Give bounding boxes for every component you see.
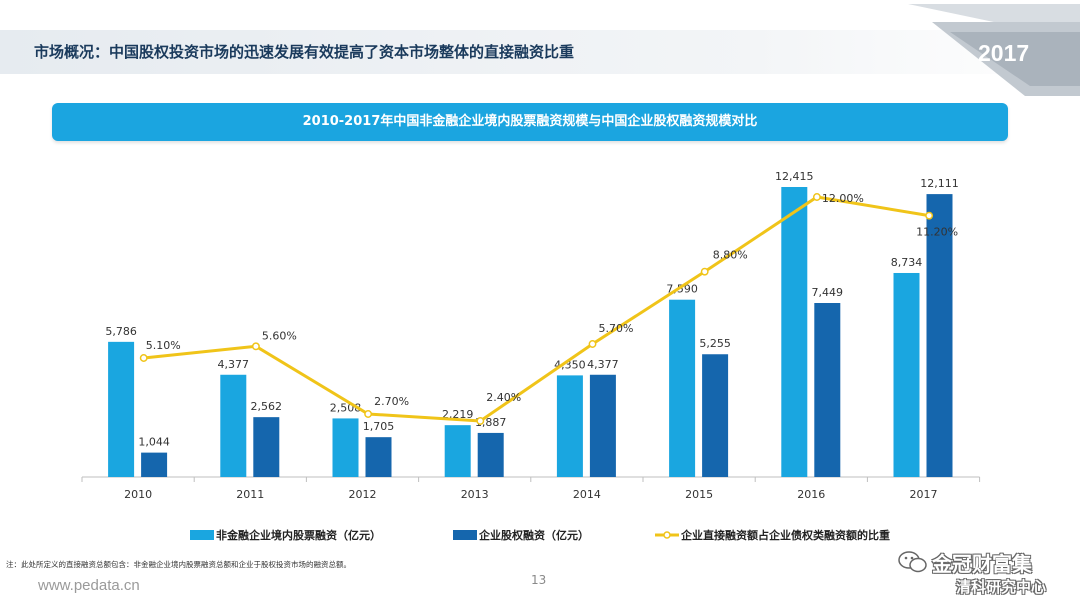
year-badge: 2017 bbox=[978, 40, 1030, 66]
bar-equity-financing bbox=[365, 437, 392, 477]
x-tick-label: 2012 bbox=[349, 488, 377, 501]
x-tick-label: 2017 bbox=[910, 488, 938, 501]
data-label-ratio: 5.60% bbox=[262, 329, 297, 342]
source-url[interactable]: www.pedata.cn bbox=[38, 577, 140, 594]
bar-equity-financing bbox=[589, 374, 616, 477]
data-label-ratio: 5.10% bbox=[146, 339, 181, 352]
bar-equity-financing bbox=[926, 194, 953, 478]
legend-label: 非金融企业境内股票融资（亿元） bbox=[216, 528, 381, 542]
data-label-ratio: 12.00% bbox=[822, 192, 864, 205]
bar-stock-financing bbox=[556, 375, 583, 477]
series-line-ratio bbox=[143, 195, 930, 423]
legend-label: 企业直接融资额占企业债权类融资额的比重 bbox=[680, 528, 890, 542]
watermark: 金冠财富集 清科研究中心 bbox=[898, 548, 1078, 604]
bar-equity-financing bbox=[477, 432, 504, 477]
bar-equity-financing bbox=[702, 354, 729, 477]
legend-label: 企业股权融资（亿元） bbox=[478, 528, 589, 542]
bar-stock-financing bbox=[669, 299, 696, 477]
data-label-stock: 4,350 bbox=[554, 358, 586, 371]
data-label-stock: 8,734 bbox=[891, 256, 923, 269]
legend-swatch bbox=[453, 530, 477, 540]
data-label-ratio: 2.70% bbox=[374, 395, 409, 408]
legend-swatch-point bbox=[663, 531, 671, 539]
line-point bbox=[588, 340, 597, 348]
data-label-equity: 4,377 bbox=[587, 358, 619, 371]
line-point bbox=[251, 342, 260, 351]
line-point bbox=[700, 267, 709, 276]
data-label-stock: 4,377 bbox=[218, 358, 250, 371]
bar-stock-financing bbox=[893, 272, 920, 477]
data-label-stock: 5,786 bbox=[105, 325, 137, 338]
data-label-equity: 7,449 bbox=[812, 286, 844, 299]
page-number: 13 bbox=[531, 573, 547, 587]
bar-stock-financing bbox=[108, 341, 135, 477]
chart-title-banner: 2010-2017年中国非金融企业境内股票融资规模与中国企业股权融资规模对比 bbox=[52, 103, 1008, 141]
watermark-line-1: 金冠财富集 bbox=[932, 552, 1032, 576]
bar-equity-financing bbox=[141, 452, 168, 477]
corner-decoration bbox=[908, 4, 1080, 96]
data-label-equity: 2,562 bbox=[251, 400, 283, 413]
chart-title: 2010-2017年中国非金融企业境内股票融资规模与中国企业股权融资规模对比 bbox=[302, 114, 758, 129]
line-point bbox=[139, 354, 148, 362]
bar-equity-financing bbox=[814, 303, 841, 477]
line-point bbox=[364, 410, 373, 418]
data-label-stock: 12,415 bbox=[775, 170, 814, 183]
bar-stock-financing bbox=[781, 187, 808, 477]
bar-equity-financing bbox=[253, 417, 280, 477]
x-tick-label: 2016 bbox=[797, 488, 825, 501]
data-label-equity: 12,111 bbox=[920, 177, 959, 190]
data-label-ratio: 8.80% bbox=[713, 249, 748, 262]
watermark-line-2: 清科研究中心 bbox=[956, 578, 1047, 596]
data-label-equity: 5,255 bbox=[699, 337, 731, 350]
legend-swatch bbox=[190, 530, 214, 540]
data-label-ratio: 5.70% bbox=[599, 322, 634, 335]
footnote: 注：此处所定义的直接融资总额包含：非金融企业境内股票融资总额和企业于股权投资市场… bbox=[6, 560, 351, 569]
line-point bbox=[925, 211, 934, 220]
line-point bbox=[812, 193, 821, 201]
data-label-equity: 1,044 bbox=[138, 436, 170, 449]
data-label-ratio: 2.40% bbox=[486, 391, 521, 404]
data-label-equity: 1,705 bbox=[363, 420, 395, 433]
x-tick-label: 2013 bbox=[461, 488, 489, 501]
bar-stock-financing bbox=[332, 418, 359, 477]
x-tick-label: 2015 bbox=[685, 488, 713, 501]
x-tick-label: 2010 bbox=[124, 488, 152, 501]
x-tick-label: 2011 bbox=[236, 488, 264, 501]
bar-stock-financing bbox=[444, 425, 471, 477]
x-tick-label: 2014 bbox=[573, 488, 601, 501]
data-label-ratio: 11.20% bbox=[916, 226, 958, 239]
wechat-icon bbox=[898, 551, 927, 573]
page-title: 市场概况：中国股权投资市场的迅速发展有效提高了资本市场整体的直接融资比重 bbox=[34, 43, 575, 61]
chart: 5,7861,04420104,3772,56220112,5081,70520… bbox=[81, 170, 981, 542]
line-point bbox=[476, 417, 485, 425]
bar-stock-financing bbox=[220, 374, 247, 477]
header-band bbox=[0, 30, 1080, 74]
